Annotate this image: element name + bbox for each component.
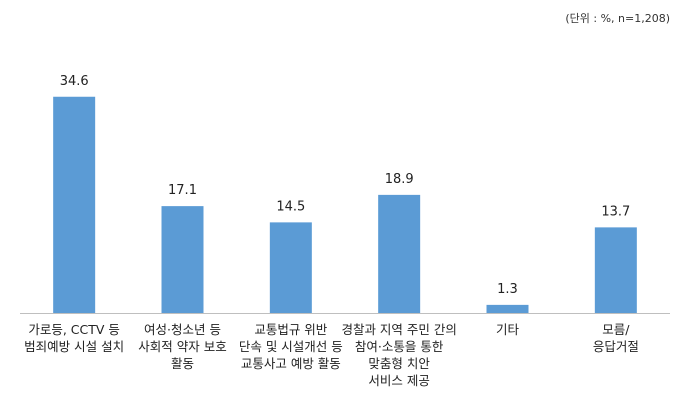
- category-label-5: 모름/응답거절: [556, 321, 676, 355]
- category-label-line: 서비스 제공: [368, 373, 430, 388]
- bar-5: [594, 227, 637, 313]
- value-labels-group: 34.6 17.1 14.5 18.9 1.3 13.7: [60, 74, 631, 297]
- value-label-1: 17.1: [168, 183, 197, 198]
- value-label-4: 1.3: [497, 282, 518, 297]
- bar-4: [486, 304, 529, 313]
- value-label-0: 34.6: [60, 74, 89, 89]
- bar-3: [378, 194, 421, 313]
- category-label-line: 가로등, CCTV 등: [28, 322, 120, 337]
- category-label-line: 맞춤형 치안: [368, 356, 430, 371]
- category-label-line: 범죄예방 시설 설치: [24, 339, 125, 354]
- category-label-line: 경찰과 지역 주민 간의: [341, 322, 457, 337]
- category-label-4: 기타: [448, 321, 568, 338]
- category-label-line: 모름/: [602, 322, 630, 337]
- category-label-line: 여성·청소년 등: [144, 322, 221, 337]
- bar-2: [269, 222, 312, 313]
- value-label-3: 18.9: [385, 172, 414, 187]
- category-label-line: 기타: [495, 322, 519, 337]
- category-label-line: 교통사고 예방 활동: [240, 356, 341, 371]
- bar-1: [161, 206, 204, 313]
- category-label-line: 사회적 약자 보호: [138, 339, 227, 354]
- category-label-line: 단속 및 시설개선 등: [238, 339, 343, 354]
- category-label-line: 응답거절: [592, 339, 639, 354]
- bar-0: [53, 96, 96, 313]
- category-label-line: 교통법규 위반: [254, 322, 328, 337]
- value-label-2: 14.5: [276, 199, 305, 214]
- category-label-line: 참여·소통을 통한: [354, 339, 444, 354]
- value-label-5: 13.7: [601, 204, 630, 219]
- bars-group: [53, 96, 637, 313]
- category-label-line: 활동: [170, 356, 194, 371]
- unit-note: (단위 : %, n=1,208): [565, 12, 670, 25]
